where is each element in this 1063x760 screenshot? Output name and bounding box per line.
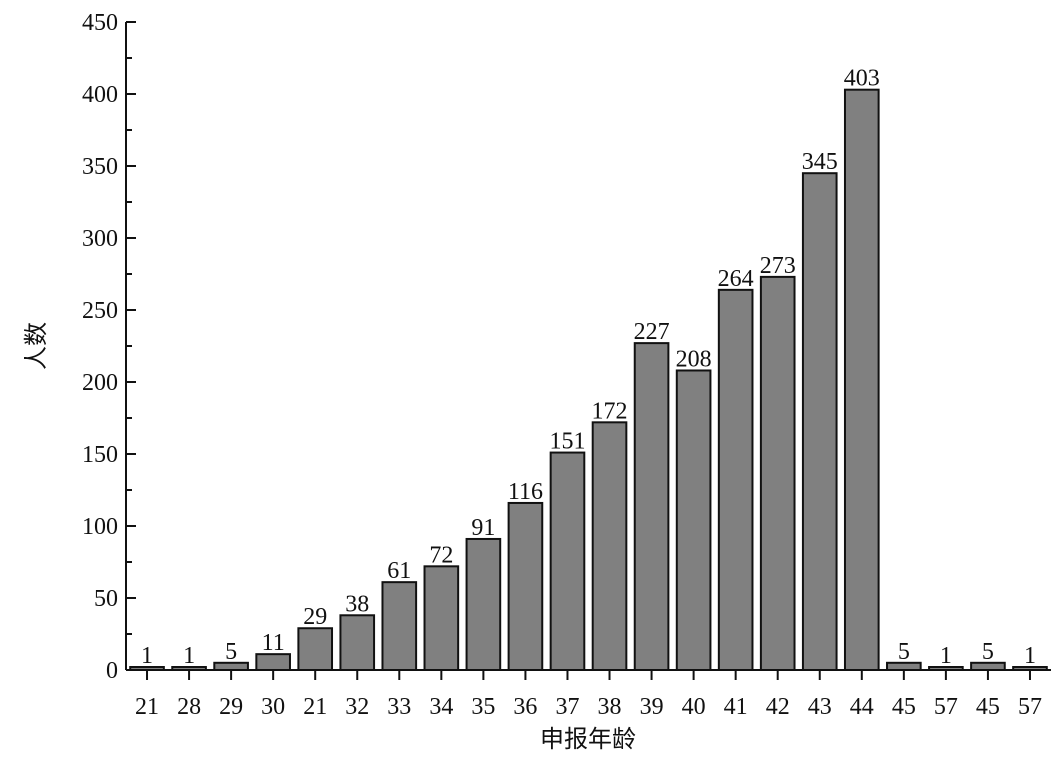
bar-value-label: 151 <box>549 429 585 455</box>
x-tick-label: 43 <box>808 694 832 720</box>
y-tick-label: 350 <box>82 154 118 180</box>
bar-value-label: 264 <box>718 266 754 292</box>
x-tick-label: 45 <box>892 694 916 720</box>
bar-3 <box>255 653 291 671</box>
bar-value-label: 208 <box>676 346 712 372</box>
bar-value-label: 11 <box>262 630 285 656</box>
x-tick-label: 29 <box>219 694 243 720</box>
bar-14 <box>717 288 754 671</box>
x-tick-label: 30 <box>261 694 285 720</box>
y-tick-label: 50 <box>94 586 118 612</box>
bar-value-label: 1 <box>141 643 153 669</box>
bar-12 <box>633 342 670 671</box>
y-axis-title: 人数 <box>22 322 50 370</box>
x-tick-label: 32 <box>345 694 369 720</box>
x-tick-label: 57 <box>934 694 958 720</box>
bar-value-label: 403 <box>844 66 880 92</box>
bar-8 <box>465 537 502 672</box>
bar-value-label: 61 <box>387 558 411 584</box>
y-tick-label: 400 <box>82 82 118 108</box>
bar-value-label: 5 <box>225 639 237 665</box>
bar-5 <box>339 614 376 672</box>
x-tick-label: 38 <box>598 694 622 720</box>
bar-value-label: 172 <box>592 398 628 424</box>
bar-value-label: 345 <box>802 149 838 175</box>
bar-value-label: 5 <box>898 639 910 665</box>
bar-value-label: 1 <box>183 643 195 669</box>
bar-value-label: 38 <box>345 591 369 617</box>
bar-15 <box>759 275 796 671</box>
bar-value-label: 116 <box>508 479 543 505</box>
bar-value-label: 1 <box>1024 643 1036 669</box>
y-tick-label: 200 <box>82 370 118 396</box>
y-tick-label: 100 <box>82 514 118 540</box>
x-tick-label: 37 <box>555 694 579 720</box>
x-tick-label: 39 <box>640 694 664 720</box>
bar-7 <box>423 565 460 672</box>
bar-9 <box>507 501 544 671</box>
bar-value-label: 91 <box>471 515 495 541</box>
bar-value-label: 72 <box>429 542 453 568</box>
x-tick-label: 45 <box>976 694 1000 720</box>
y-tick-label: 300 <box>82 226 118 252</box>
x-tick-label: 28 <box>177 694 201 720</box>
x-tick-label: 41 <box>724 694 748 720</box>
x-tick-label: 33 <box>387 694 411 720</box>
bar-6 <box>381 581 418 671</box>
x-tick-label: 21 <box>135 694 159 720</box>
x-tick-label: 57 <box>1018 694 1042 720</box>
bar-value-label: 227 <box>634 319 670 345</box>
y-tick-label: 0 <box>106 658 118 684</box>
x-tick-label: 44 <box>850 694 874 720</box>
x-tick-label: 34 <box>429 694 453 720</box>
x-tick-label: 40 <box>682 694 706 720</box>
y-tick-label: 150 <box>82 442 118 468</box>
bar-value-label: 29 <box>303 604 327 630</box>
y-tick-label: 250 <box>82 298 118 324</box>
bar-10 <box>549 451 586 671</box>
x-tick-label: 35 <box>471 694 495 720</box>
x-tick-label: 36 <box>513 694 537 720</box>
x-tick-label: 42 <box>766 694 790 720</box>
bar-value-label: 1 <box>940 643 952 669</box>
bar-value-label: 5 <box>982 639 994 665</box>
bar-17 <box>843 88 880 672</box>
x-tick-label: 21 <box>303 694 327 720</box>
y-axis-ticks: 0 50 100 150 200 250 300 350 400 450 <box>82 10 136 684</box>
bar-16 <box>801 172 838 671</box>
bar-4 <box>297 627 334 671</box>
x-axis-title: 申报年龄 <box>540 725 636 753</box>
y-tick-label: 450 <box>82 10 118 36</box>
bar-value-label: 273 <box>760 253 796 279</box>
bar-11 <box>591 421 628 671</box>
bar-13 <box>675 369 712 671</box>
x-axis-ticks: 21 28 29 30 21 32 33 34 35 36 37 38 39 40 41 42 43 44 45 57… <box>135 670 1042 720</box>
